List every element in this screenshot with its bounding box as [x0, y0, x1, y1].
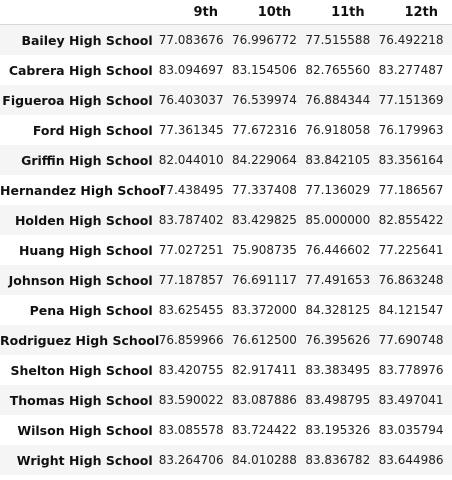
table-cell: 76.395626 — [305, 333, 371, 347]
column-header-9th: 9th — [158, 0, 232, 25]
table-cell: 76.179963 — [378, 123, 444, 137]
table-cell: 77.491653 — [305, 273, 371, 287]
table-cell: 76.863248 — [378, 273, 444, 287]
row-label: Hernandez High School — [0, 182, 165, 198]
table-cell: 83.195326 — [305, 423, 371, 437]
table-row: Shelton High School 83.420755 82.917411 83.… — [0, 355, 452, 385]
table-cell: 77.690748 — [378, 333, 444, 347]
column-header-10th: 10th — [232, 0, 306, 25]
table-cell: 77.187857 — [158, 273, 224, 287]
table-cell: 83.094697 — [158, 63, 224, 77]
table-cell: 76.859966 — [158, 333, 224, 347]
row-label: Johnson High School — [8, 272, 153, 288]
table-cell: 77.136029 — [305, 183, 371, 197]
row-label: Bailey High School — [21, 32, 153, 48]
table-cell: 76.884344 — [305, 93, 371, 107]
table-cell: 84.121547 — [378, 303, 444, 317]
row-label: Rodriguez High School — [0, 332, 160, 348]
table-cell: 82.765560 — [305, 63, 371, 77]
table-cell: 77.151369 — [378, 93, 444, 107]
table-cell: 83.778976 — [378, 363, 444, 377]
row-label: Pena High School — [29, 302, 153, 318]
table-row: Rodriguez High School 76.859966 76.612500 7… — [0, 325, 452, 355]
table-row: Ford High School 77.361345 77.672316 76.918… — [0, 115, 452, 145]
table-cell: 77.186567 — [378, 183, 444, 197]
table-row: Griffin High School 82.044010 84.229064 83.… — [0, 145, 452, 175]
table-cell: 83.787402 — [158, 213, 224, 227]
table-cell: 76.492218 — [378, 33, 444, 47]
table-cell: 83.383495 — [305, 363, 371, 377]
table-cell: 83.590022 — [158, 393, 224, 407]
table-row: Holden High School 83.787402 83.429825 85.0… — [0, 205, 452, 235]
row-label: Thomas High School — [9, 392, 153, 408]
column-header-12th: 12th — [378, 0, 452, 25]
table-cell: 77.225641 — [378, 243, 444, 257]
table-cell: 85.000000 — [305, 213, 371, 227]
table-cell: 76.918058 — [305, 123, 371, 137]
table-row: Pena High School 83.625455 83.372000 84.328… — [0, 295, 452, 325]
table-cell: 77.672316 — [232, 123, 297, 137]
table-cell: 83.264706 — [158, 453, 224, 467]
table-cell: 76.446602 — [305, 243, 371, 257]
table-cell: 83.356164 — [378, 153, 444, 167]
row-label: Cabrera High School — [8, 62, 153, 78]
table-row: Cabrera High School 83.094697 83.154506 82.… — [0, 55, 452, 85]
header-row: 9th 10th 11th 12th — [0, 0, 452, 25]
table-row: Thomas High School 83.590022 83.087886 83.4… — [0, 385, 452, 415]
table-row: Hernandez High School 77.438495 77.337408 7… — [0, 175, 452, 205]
column-header-11th: 11th — [305, 0, 379, 25]
table-cell: 77.337408 — [232, 183, 297, 197]
index-header — [0, 0, 159, 25]
table-cell: 83.277487 — [378, 63, 444, 77]
table-cell: 82.917411 — [232, 363, 297, 377]
table-cell: 83.498795 — [305, 393, 371, 407]
table-cell: 77.083676 — [158, 33, 224, 47]
table-cell: 77.515588 — [305, 33, 371, 47]
table-cell: 76.691117 — [232, 273, 297, 287]
table-cell: 83.035794 — [378, 423, 444, 437]
table-cell: 83.842105 — [305, 153, 371, 167]
row-label: Shelton High School — [10, 362, 153, 378]
row-label: Figueroa High School — [2, 92, 153, 108]
table-row: Huang High School 77.027251 75.908735 76.44… — [0, 235, 452, 265]
table-cell: 83.372000 — [232, 303, 297, 317]
table-row: Johnson High School 77.187857 76.691117 77.… — [0, 265, 452, 295]
table-cell: 77.361345 — [158, 123, 224, 137]
row-label: Ford High School — [32, 122, 153, 138]
table-cell: 82.044010 — [158, 153, 224, 167]
table-row: Figueroa High School 76.403037 76.539974 76… — [0, 85, 452, 115]
table-cell: 77.027251 — [158, 243, 224, 257]
table-body: Bailey High School 77.083676 76.996772 77.5… — [0, 24, 452, 475]
table-cell: 84.328125 — [305, 303, 371, 317]
table-cell: 76.403037 — [158, 93, 224, 107]
table-cell: 83.085578 — [158, 423, 224, 437]
table-cell: 76.996772 — [232, 33, 297, 47]
table-cell: 83.154506 — [232, 63, 297, 77]
table-cell: 83.497041 — [378, 393, 444, 407]
table-cell: 83.429825 — [232, 213, 297, 227]
table-cell: 83.724422 — [232, 423, 297, 437]
table-row: Bailey High School 77.083676 76.996772 77.5… — [0, 24, 452, 55]
row-label: Huang High School — [18, 242, 153, 258]
table-cell: 84.229064 — [232, 153, 297, 167]
table-cell: 83.420755 — [158, 363, 224, 377]
table-cell: 82.855422 — [378, 213, 444, 227]
table-cell: 76.539974 — [232, 93, 297, 107]
table-cell: 75.908735 — [232, 243, 297, 257]
table-cell: 83.836782 — [305, 453, 371, 467]
row-label: Wright High School — [16, 452, 153, 468]
row-label: Griffin High School — [21, 152, 153, 168]
table-cell: 84.010288 — [232, 453, 297, 467]
table-cell: 76.612500 — [232, 333, 297, 347]
table-row: Wright High School 83.264706 84.010288 83.8… — [0, 445, 452, 475]
table-cell: 83.087886 — [232, 393, 297, 407]
row-label: Wilson High School — [17, 422, 153, 438]
table-row: Wilson High School 83.085578 83.724422 83.1… — [0, 415, 452, 445]
table-cell: 83.644986 — [378, 453, 444, 467]
table-cell: 83.625455 — [158, 303, 224, 317]
table-cell: 77.438495 — [158, 183, 224, 197]
row-label: Holden High School — [14, 212, 153, 228]
